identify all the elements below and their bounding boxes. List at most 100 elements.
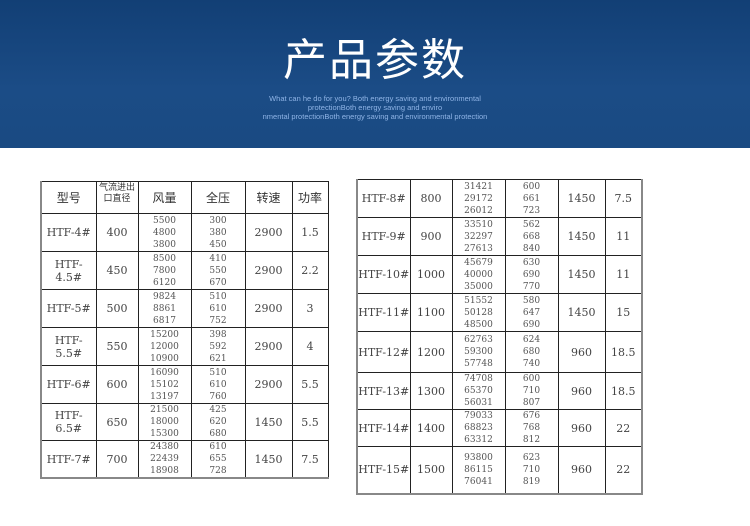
cell-pressure-value: 770: [522, 281, 541, 292]
header-diameter-text: 气流进出口直径: [98, 183, 135, 204]
cell-speed: 960: [557, 446, 606, 494]
cell-pressure-value: 610: [209, 303, 227, 314]
cell-power: 7.5: [291, 440, 329, 479]
cell-diameter: 900: [409, 217, 453, 256]
cell-pressure: 425 620 680: [190, 403, 246, 441]
cell-model: HTF-13#: [356, 372, 411, 410]
cell-pressure-value: 760: [209, 391, 227, 402]
cell-airflow: 15200 12000 10900: [137, 327, 192, 366]
cell-airflow-value: 8500: [153, 253, 176, 264]
cell-pressure-value: 807: [522, 398, 541, 408]
cell-speed: 960: [557, 372, 606, 410]
cell-pressure-value: 510: [209, 367, 227, 378]
cell-diameter: 1400: [409, 409, 453, 447]
cell-pressure-value: 410: [209, 253, 227, 264]
cell-airflow-value: 26012: [464, 205, 493, 216]
cell-diameter: 800: [409, 179, 453, 218]
cell-pressure: 624 680 740: [504, 331, 559, 373]
table-row: HTF-9# 900 33510 32297 27613 562 668 840 1450 11: [356, 217, 643, 256]
cell-speed: 2900: [244, 289, 293, 328]
cell-pressure: 630 690 770: [504, 255, 559, 294]
header-airflow: 风量: [137, 181, 192, 214]
cell-pressure-value: 624: [522, 335, 541, 345]
cell-pressure-value: 550: [209, 265, 227, 276]
cell-airflow: 79033 68823 63312: [451, 409, 506, 447]
table-row: HTF-12# 1200 62763 59300 57748 624 680 740 960 18…: [356, 331, 643, 373]
cell-speed: 960: [557, 331, 606, 373]
cell-airflow-value: 6120: [153, 277, 176, 288]
cell-power: 7.5: [604, 179, 643, 218]
cell-airflow: 33510 32297 27613: [451, 217, 506, 256]
cell-speed: 960: [557, 409, 606, 447]
cell-airflow: 8500 7800 6120: [137, 251, 192, 290]
cell-speed: 1450: [557, 179, 606, 218]
cell-pressure: 600 710 807: [504, 372, 559, 410]
cell-pressure-value: 812: [522, 435, 541, 445]
cell-pressure-value: 668: [522, 231, 541, 242]
header-model: 型号: [40, 181, 97, 214]
cell-power: 11: [604, 255, 643, 294]
cell-airflow: 45679 40000 35000: [451, 255, 506, 294]
cell-speed: 1450: [244, 403, 293, 441]
cell-power: 4: [291, 327, 329, 366]
cell-pressure-value: 710: [522, 386, 541, 396]
cell-power: 5.5: [291, 365, 329, 404]
params-table-right: HTF-8# 800 31421 29172 26012 600 661 723 1450 7.5…: [356, 179, 643, 495]
cell-model: HTF-6#: [40, 365, 97, 404]
cell-airflow-value: 68823: [464, 423, 493, 433]
table-row: HTF-13# 1300 74708 65370 56031 600 710 807 960 18…: [356, 372, 643, 410]
cell-power: 18.5: [604, 331, 643, 373]
banner-subtitle: What can he do for you? Both energy savi…: [0, 94, 750, 121]
cell-power: 11: [604, 217, 643, 256]
cell-diameter: 700: [95, 440, 139, 479]
table-row: HTF-10# 1000 45679 40000 35000 630 690 770 1450 1…: [356, 255, 643, 294]
cell-pressure: 623 710 819: [504, 446, 559, 494]
cell-model: HTF-10#: [356, 255, 411, 294]
cell-airflow-value: 74708: [464, 374, 493, 384]
cell-pressure-value: 680: [522, 347, 541, 357]
cell-airflow: 51552 50128 48500: [451, 293, 506, 332]
header-speed: 转速: [244, 181, 293, 214]
cell-model: HTF-14#: [356, 409, 411, 447]
cell-airflow-value: 86115: [464, 464, 493, 475]
subtitle-line: protectionBoth energy saving and enviro: [307, 103, 443, 112]
subtitle-line: What can he do for you? Both energy savi…: [269, 94, 481, 103]
cell-airflow-value: 12000: [150, 341, 179, 352]
cell-pressure-value: 510: [209, 291, 227, 302]
cell-model: HTF-6.5#: [40, 403, 97, 441]
cell-airflow-value: 22439: [150, 454, 179, 464]
cell-pressure: 610 655 728: [190, 440, 246, 479]
cell-pressure-value: 600: [522, 181, 541, 192]
table-row: HTF-5.5# 550 15200 12000 10900 398 592 621 2900 4: [40, 327, 329, 366]
cell-model: HTF-11#: [356, 293, 411, 332]
cell-speed: 2900: [244, 251, 293, 290]
subtitle-line: nmental protectionBoth energy saving and…: [262, 112, 488, 121]
cell-airflow-value: 13197: [150, 391, 179, 402]
cell-airflow-value: 29172: [464, 193, 493, 204]
cell-model: HTF-12#: [356, 331, 411, 373]
table-header-row: 型号 气流进出口直径 风量 全压 转速 功率: [40, 181, 329, 214]
cell-pressure-value: 562: [522, 219, 541, 230]
table-row: HTF-5# 500 9824 8861 6817 510 610 752 2900 3: [40, 289, 329, 328]
cell-pressure-value: 690: [522, 319, 541, 330]
cell-airflow-value: 65370: [464, 386, 493, 396]
cell-airflow-value: 21500: [150, 405, 179, 415]
cell-power: 2.2: [291, 251, 329, 290]
cell-model: HTF-7#: [40, 440, 97, 479]
cell-power: 3: [291, 289, 329, 328]
cell-power: 22: [604, 446, 643, 494]
cell-diameter: 1300: [409, 372, 453, 410]
cell-airflow-value: 10900: [150, 353, 179, 364]
cell-pressure-value: 623: [522, 452, 541, 463]
table-row: HTF-7# 700 24380 22439 18908 610 655 728 1450 7.5: [40, 440, 329, 479]
cell-pressure-value: 592: [209, 341, 227, 352]
cell-pressure-value: 630: [522, 257, 541, 268]
cell-pressure-value: 680: [209, 429, 227, 439]
params-table-left: 型号 气流进出口直径 风量 全压 转速 功率 HTF-4# 400 5500 4800…: [40, 181, 329, 479]
cell-model: HTF-9#: [356, 217, 411, 256]
cell-airflow-value: 33510: [464, 219, 493, 230]
cell-airflow-value: 35000: [464, 281, 493, 292]
cell-model: HTF-4.5#: [40, 251, 97, 290]
table-row: HTF-6# 600 16090 15102 13197 510 610 760 2900 5.5: [40, 365, 329, 404]
cell-airflow-value: 18908: [150, 466, 179, 476]
